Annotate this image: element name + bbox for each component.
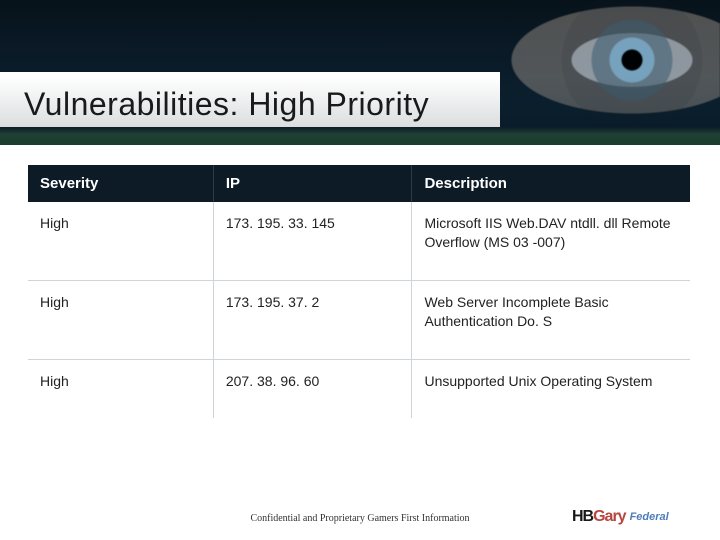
table-body: High 173. 195. 33. 145 Microsoft IIS Web… [28,202,690,418]
logo-sub: Federal [630,511,669,523]
footer-text: Confidential and Proprietary Gamers Firs… [250,513,469,524]
green-band [0,127,720,145]
table-row: High 173. 195. 33. 145 Microsoft IIS Web… [28,202,690,280]
logo-text-a: HB [572,508,593,525]
cell-ip: 207. 38. 96. 60 [213,359,412,418]
vulnerabilities-table-wrap: Severity IP Description High 173. 195. 3… [28,165,690,418]
table-header-row: Severity IP Description [28,165,690,202]
vulnerabilities-table: Severity IP Description High 173. 195. 3… [28,165,690,418]
cell-description: Microsoft IIS Web.DAV ntdll. dll Remote … [412,202,690,280]
cell-description: Unsupported Unix Operating System [412,359,690,418]
logo-mark: HBGary [572,508,626,526]
cell-description: Web Server Incomplete Basic Authenticati… [412,280,690,359]
slide-header: Vulnerabilities: High Priority [0,0,720,145]
col-ip: IP [213,165,412,202]
cell-severity: High [28,202,213,280]
cell-ip: 173. 195. 33. 145 [213,202,412,280]
table-row: High 207. 38. 96. 60 Unsupported Unix Op… [28,359,690,418]
brand-logo: HBGary Federal [572,500,692,534]
cell-severity: High [28,359,213,418]
table-header: Severity IP Description [28,165,690,202]
col-severity: Severity [28,165,213,202]
logo-text-b: Gary [593,508,625,525]
cell-ip: 173. 195. 37. 2 [213,280,412,359]
table-row: High 173. 195. 37. 2 Web Server Incomple… [28,280,690,359]
cell-severity: High [28,280,213,359]
col-description: Description [412,165,690,202]
